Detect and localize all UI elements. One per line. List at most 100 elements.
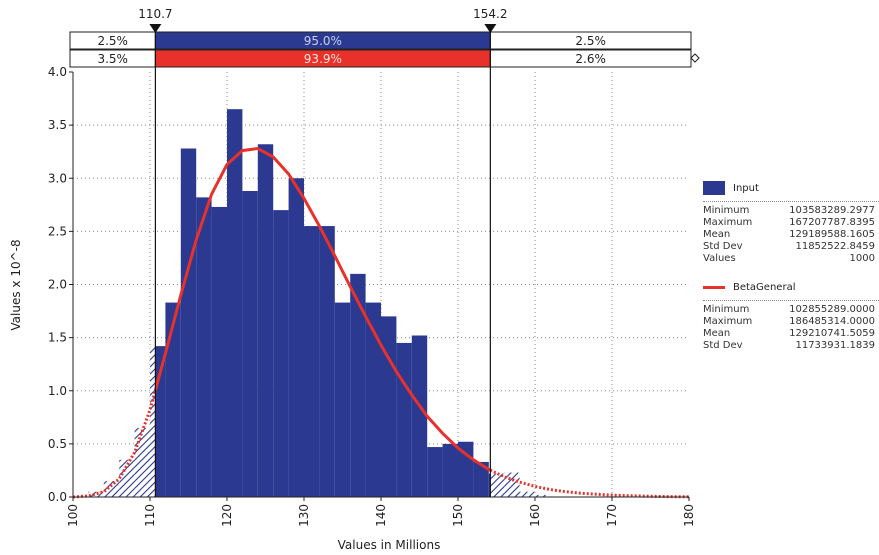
histogram-bar [488, 473, 491, 497]
fit-stat-row: Std Dev 11733931.1839 [703, 340, 879, 352]
right-marker-handle [484, 24, 497, 33]
x-tick-label: 100 [66, 504, 80, 527]
fit-stat-value: 129210741.5059 [789, 328, 875, 339]
legend-input-name: Input [733, 182, 759, 194]
legend: Input Minimum 103583289.2977 Maximum 167207… [703, 178, 879, 352]
legend-fit-name: BetaGeneral [733, 281, 796, 293]
input-stat-value: 129189588.1605 [789, 229, 875, 240]
histogram-bar [273, 210, 289, 497]
y-tick-label: 0.0 [48, 490, 67, 504]
x-tick-label: 180 [682, 504, 696, 527]
input-stat-value: 11852522.8459 [795, 241, 875, 252]
y-tick-label: 2.5 [48, 224, 67, 238]
x-tick-label: 110 [143, 504, 157, 527]
fit-stat-label: Mean [703, 328, 731, 339]
x-axis-title: Values in Millions [338, 538, 441, 552]
fit-stat-value: 102855289.0000 [789, 304, 875, 315]
histogram-bar [490, 473, 505, 497]
histogram-bar [411, 335, 428, 497]
fit-curve-right-tail [489, 468, 690, 499]
x-tick-label: 150 [451, 504, 465, 527]
fit-band-right-pct: 2.6% [575, 52, 606, 66]
histogram-bar [535, 494, 551, 497]
histogram-bar [119, 459, 135, 497]
histogram-bar [350, 273, 366, 497]
y-tick-label: 0.5 [48, 437, 67, 451]
fit-stat-row: Maximum 186485314.0000 [703, 316, 879, 328]
histogram-bar [365, 302, 381, 497]
legend-fit-entry: BetaGeneral [703, 277, 879, 297]
histogram-bar [334, 302, 351, 497]
histogram-bar [504, 472, 520, 497]
histogram-bar [519, 491, 535, 497]
fit-stat-label: Minimum [703, 304, 750, 315]
input-stat-row: Values 1000 [703, 253, 879, 265]
histogram-bar [304, 226, 320, 497]
input-stat-row: Mean 129189588.1605 [703, 229, 879, 241]
fit-stat-label: Maximum [703, 316, 753, 327]
input-stat-label: Minimum [703, 205, 750, 216]
x-tick-label: 160 [528, 504, 542, 527]
band-edge-handle [690, 53, 700, 63]
histogram-bar [473, 461, 489, 497]
fit-curve [153, 146, 491, 472]
input-stat-row: Std Dev 11852522.8459 [703, 241, 879, 253]
histogram-bar [257, 144, 274, 497]
histogram-bar [103, 481, 120, 497]
left-marker-handle [149, 24, 162, 33]
histogram-bar [165, 302, 181, 497]
histogram-bar [150, 346, 156, 497]
input-stat-value: 167207787.8395 [789, 217, 875, 228]
histogram-bar [134, 427, 150, 497]
input-band-left-pct: 2.5% [97, 34, 128, 48]
y-tick-label: 2.0 [48, 278, 67, 292]
percentile-markers: 110.7 154.2 [138, 7, 508, 497]
histogram-bar [442, 443, 458, 497]
legend-separator [703, 300, 879, 301]
fit-band-middle-pct: 93.9% [304, 52, 342, 66]
fit-stats-table: Minimum 102855289.0000 Maximum 186485314.00… [703, 304, 879, 352]
fit-stat-value: 186485314.0000 [789, 316, 875, 327]
input-stat-label: Values [703, 253, 736, 264]
left-marker-value: 110.7 [138, 7, 172, 21]
fit-stat-row: Minimum 102855289.0000 [703, 304, 879, 316]
legend-separator [703, 201, 879, 202]
input-stat-value: 1000 [849, 253, 875, 264]
histogram-bar [155, 346, 166, 497]
x-tick-label: 130 [297, 504, 311, 527]
y-tick-label: 1.5 [48, 331, 67, 345]
histogram-bar [396, 342, 412, 497]
input-stat-label: Std Dev [703, 241, 743, 252]
y-tick-label: 3.5 [48, 118, 67, 132]
input-stat-row: Maximum 167207787.8395 [703, 217, 879, 229]
input-stat-label: Mean [703, 229, 731, 240]
histogram-bar [180, 148, 197, 497]
histogram-bar [227, 109, 243, 497]
input-stat-label: Maximum [703, 217, 753, 228]
histogram-bar [196, 197, 212, 497]
fit-stat-row: Mean 129210741.5059 [703, 328, 879, 340]
histogram-bars [88, 109, 551, 497]
input-band-right-pct: 2.5% [575, 34, 606, 48]
fit-stat-value: 11733931.1839 [795, 340, 875, 351]
fit-curve-layer [72, 146, 690, 499]
histogram-bar [288, 178, 304, 497]
percentile-bands: 2.5% 95.0% 2.5% 3.5% 93.9% 2.6% [69, 31, 700, 68]
y-axis-title: Values x 10^-8 [9, 239, 23, 330]
histogram-bar [211, 206, 227, 497]
y-tick-label: 4.0 [48, 65, 67, 79]
right-marker-value: 154.2 [473, 7, 507, 21]
histogram-bar [319, 226, 335, 497]
x-tick-label: 140 [374, 504, 388, 527]
y-tick-label: 1.0 [48, 384, 67, 398]
histogram-bar [381, 316, 397, 497]
fit-swatch [703, 285, 725, 289]
fit-stat-label: Std Dev [703, 340, 743, 351]
input-stat-row: Minimum 103583289.2977 [703, 205, 879, 217]
histogram-bar [242, 191, 258, 497]
input-stats-table: Minimum 103583289.2977 Maximum 167207787.83… [703, 205, 879, 265]
fit-band-left-pct: 3.5% [97, 52, 128, 66]
x-tick-label: 120 [220, 504, 234, 527]
x-tick-label: 170 [605, 504, 619, 527]
